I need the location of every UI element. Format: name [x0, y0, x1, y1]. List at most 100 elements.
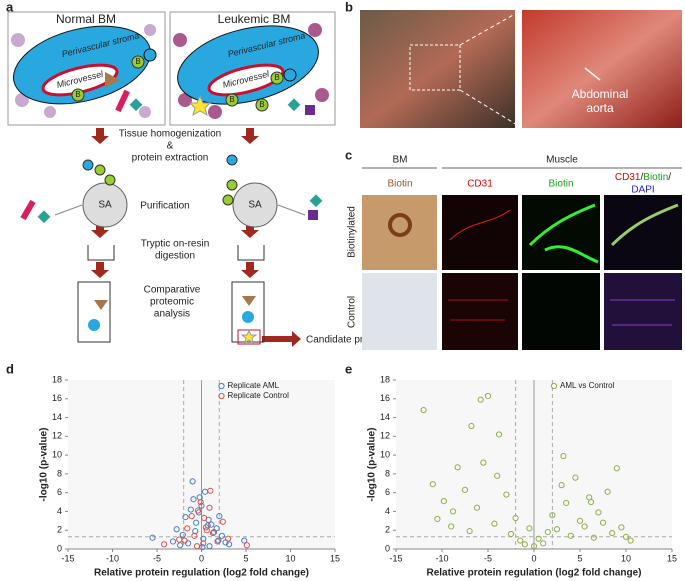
y-tick-label: 18 [380, 374, 390, 384]
step-text: & [167, 141, 174, 152]
fragment [88, 319, 100, 331]
point [440, 498, 447, 505]
biotin-tag: B [135, 57, 140, 66]
x-tick-label: 0 [199, 553, 204, 563]
column-label: Biotin [387, 179, 412, 190]
point [454, 464, 461, 471]
point [526, 525, 533, 532]
point [173, 526, 180, 533]
column-label: Biotin [548, 179, 573, 190]
fragment [242, 296, 256, 306]
point [189, 478, 196, 485]
panel-label: b [345, 0, 353, 14]
point [590, 534, 597, 541]
y-axis-title: -log10 (p-value) [367, 428, 378, 502]
y-tick-label: 12 [380, 431, 390, 441]
point [544, 529, 551, 536]
y-tick-label: 10 [380, 449, 390, 459]
sa-label: SA [98, 200, 112, 211]
biotin-tags [71, 55, 284, 112]
x-tick-label: -10 [435, 553, 448, 563]
group-header: BM [393, 155, 408, 166]
merge-part: / [668, 172, 671, 183]
y-tick-label: 4 [385, 506, 390, 516]
point [169, 538, 177, 545]
point [567, 532, 574, 539]
point [225, 535, 232, 542]
x-tick-label: 5 [577, 553, 582, 563]
biotin-tag: B [274, 73, 279, 82]
x-tick-label: -15 [61, 553, 74, 563]
point [198, 502, 205, 509]
point [429, 481, 436, 488]
point [468, 422, 475, 430]
x-axis-title: Relative protein regulation (log2 fold c… [426, 568, 641, 579]
point [202, 524, 210, 531]
point [193, 543, 201, 550]
y-tick-label: 6 [57, 487, 62, 497]
x-tick-label: 15 [667, 553, 677, 563]
y-tick-label: 12 [52, 431, 62, 441]
point [553, 526, 561, 533]
point [604, 488, 611, 495]
point [449, 508, 457, 515]
point [216, 513, 223, 520]
x-tick-label: 0 [531, 553, 536, 563]
zoom-box [409, 44, 461, 91]
column-label: CD31 [467, 179, 493, 190]
y-tick-label: 14 [380, 412, 390, 422]
flow-arrows [91, 128, 301, 347]
point [184, 525, 191, 532]
x-tick-label: 5 [243, 553, 248, 563]
step-text: Comparative [144, 285, 201, 296]
y-tick-label: 16 [380, 393, 390, 403]
merge-part: / [641, 172, 644, 183]
point [587, 498, 595, 506]
point [179, 531, 186, 539]
point [572, 474, 579, 481]
point [560, 452, 567, 460]
digestion-scene [77, 245, 265, 343]
normal-title: Normal BM [56, 12, 116, 26]
point [225, 541, 233, 548]
annotation: Abdominal [572, 87, 629, 101]
x-tick-label: 10 [285, 553, 295, 563]
panel-label: c [345, 147, 352, 162]
point [609, 529, 616, 537]
point [576, 517, 584, 524]
legend-swatch [218, 392, 225, 400]
point [622, 533, 630, 540]
step-text: protein extraction [132, 153, 209, 164]
point [215, 537, 222, 544]
legend-swatch [550, 382, 558, 390]
y-axis-title: -log10 (p-value) [39, 428, 50, 502]
point [204, 522, 211, 529]
point [503, 491, 510, 498]
point [207, 487, 214, 494]
y-tick-label: 6 [385, 487, 390, 497]
point [149, 534, 156, 541]
aorta-photo [522, 10, 682, 128]
fragment [242, 311, 254, 323]
biotin-tag: B [229, 95, 234, 104]
step-text: digestion [155, 251, 195, 262]
point [206, 543, 213, 550]
point [188, 513, 195, 520]
point [208, 521, 215, 528]
point [599, 519, 607, 526]
step-text: Tissue homogenization [119, 129, 221, 140]
merge-part: CD31 [615, 172, 641, 183]
point [434, 515, 441, 523]
point [595, 509, 602, 516]
surgery-photo [360, 10, 515, 128]
panel-label: e [345, 361, 352, 376]
step-text: Purification [140, 201, 189, 212]
y-tick-label: 8 [57, 468, 62, 478]
point [161, 541, 168, 548]
y-tick-label: 2 [385, 525, 390, 535]
point [206, 504, 213, 511]
point [219, 518, 226, 525]
point [466, 528, 473, 535]
point [194, 507, 202, 514]
y-tick-label: 18 [52, 374, 62, 384]
